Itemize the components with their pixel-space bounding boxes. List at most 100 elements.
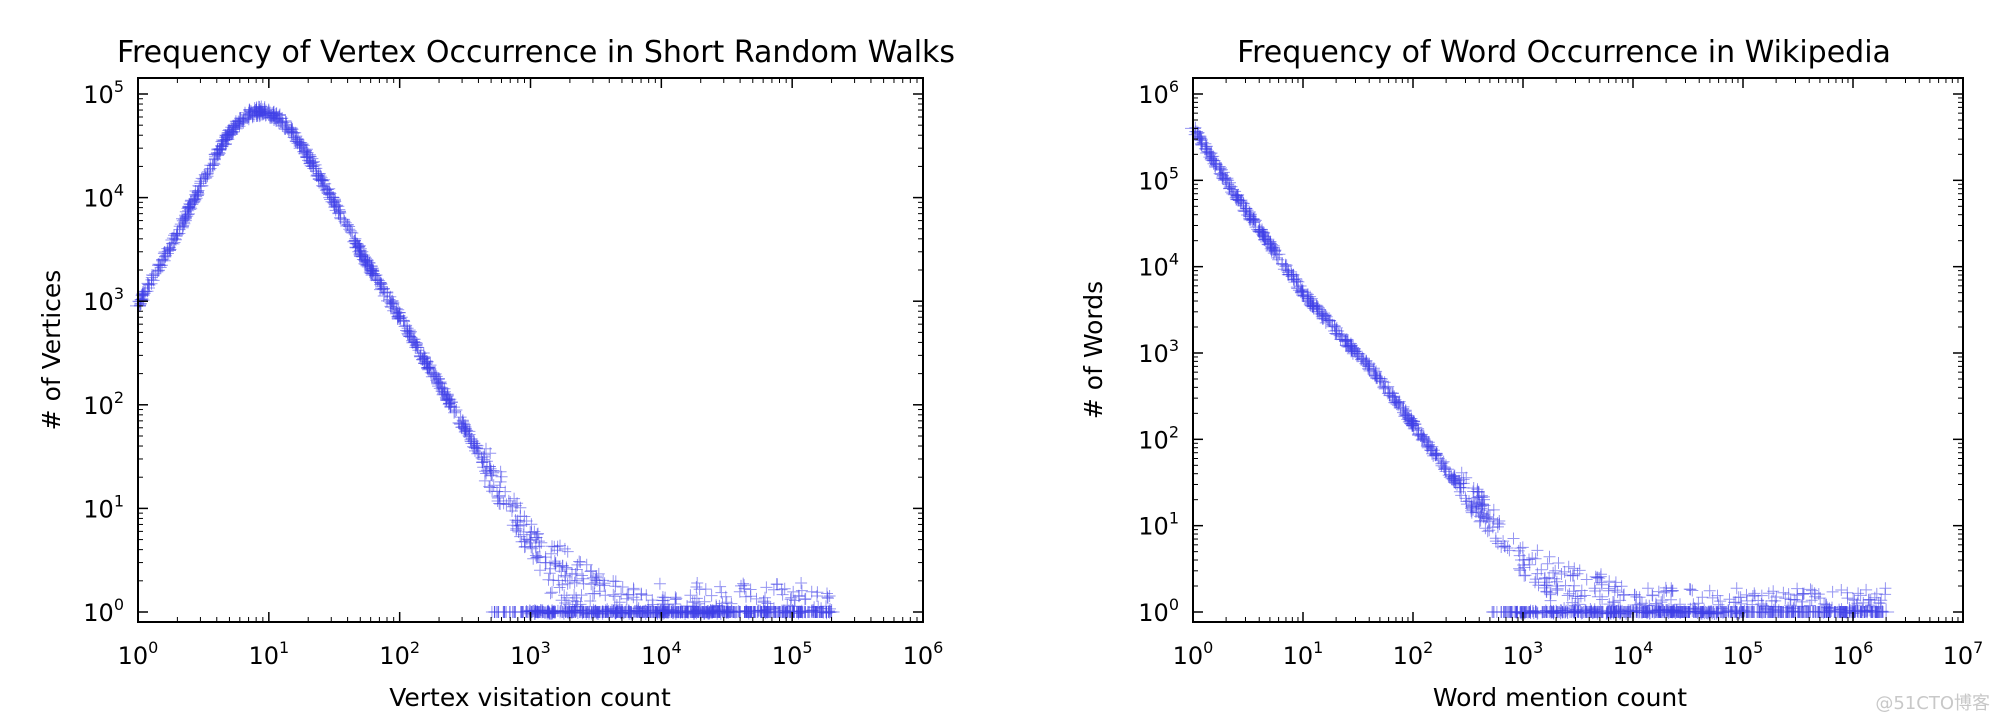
data-point xyxy=(428,368,440,381)
data-point xyxy=(610,604,623,617)
data-point xyxy=(1746,598,1759,611)
data-point xyxy=(1480,511,1493,523)
data-point xyxy=(1615,580,1628,593)
data-point xyxy=(1554,607,1567,620)
data-point xyxy=(307,156,319,169)
data-point xyxy=(1237,197,1250,210)
data-point xyxy=(347,235,360,248)
data-point xyxy=(486,469,499,482)
data-point xyxy=(546,540,558,553)
x-tick-label: 101 xyxy=(248,638,289,670)
x-tick-label: 103 xyxy=(1503,638,1544,670)
data-point xyxy=(561,545,574,558)
y-tick-label: 103 xyxy=(83,284,124,316)
data-point xyxy=(542,573,555,586)
data-point xyxy=(549,557,562,570)
data-point xyxy=(1267,247,1280,260)
data-point xyxy=(616,581,629,593)
data-point xyxy=(453,417,466,430)
data-point xyxy=(1703,584,1716,597)
data-point xyxy=(558,589,571,602)
data-point xyxy=(194,175,207,188)
data-point xyxy=(546,586,558,599)
data-point xyxy=(1291,275,1304,288)
data-point xyxy=(1429,449,1442,462)
data-point xyxy=(1730,607,1743,620)
right-chart-title: Frequency of Word Occurrence in Wikipedi… xyxy=(1237,35,1891,70)
data-point xyxy=(514,510,527,523)
data-point xyxy=(364,263,377,276)
data-point xyxy=(145,277,158,290)
data-point xyxy=(539,607,551,619)
data-point xyxy=(511,497,524,510)
data-point xyxy=(1850,599,1863,612)
data-point xyxy=(1630,604,1643,617)
watermark: @51CTO博客 xyxy=(1875,693,1990,714)
data-point xyxy=(494,475,507,488)
data-point xyxy=(1772,604,1785,617)
data-point xyxy=(1705,605,1718,617)
left-chart-plot-area: 100 101 102 103 104 105 106 100 101 102 103 104 105 xyxy=(83,77,943,670)
data-point xyxy=(1529,605,1542,618)
data-point xyxy=(1543,550,1556,563)
data-point xyxy=(494,498,507,510)
data-point xyxy=(555,565,568,578)
data-point xyxy=(1614,594,1627,607)
data-point xyxy=(699,583,712,596)
data-point xyxy=(429,369,441,381)
data-point xyxy=(795,584,808,597)
data-point xyxy=(620,592,633,605)
data-point xyxy=(738,579,751,592)
data-point xyxy=(1796,595,1809,608)
data-point xyxy=(1312,305,1325,318)
data-point xyxy=(524,525,537,538)
data-point xyxy=(589,574,602,586)
data-point xyxy=(653,577,666,590)
data-point xyxy=(554,604,567,617)
data-point xyxy=(358,257,371,270)
data-point xyxy=(458,422,471,435)
data-point xyxy=(1390,395,1403,408)
data-point xyxy=(599,589,612,602)
data-point xyxy=(1424,440,1437,453)
data-point xyxy=(666,606,679,619)
data-point xyxy=(1863,593,1876,606)
data-point xyxy=(295,141,308,154)
data-point xyxy=(1529,552,1542,565)
data-point xyxy=(1652,604,1665,617)
data-point xyxy=(208,153,221,166)
data-point xyxy=(794,605,807,618)
data-point xyxy=(1628,589,1641,601)
data-point xyxy=(1483,524,1496,537)
data-point xyxy=(796,606,809,619)
data-point xyxy=(523,534,536,547)
data-point xyxy=(226,126,239,139)
data-point xyxy=(1586,607,1599,620)
data-point xyxy=(462,429,475,442)
data-point xyxy=(1835,584,1848,596)
data-point xyxy=(1330,321,1343,334)
data-point xyxy=(779,607,792,620)
data-point xyxy=(681,605,694,618)
data-point xyxy=(1573,564,1586,577)
data-point xyxy=(795,577,808,589)
data-point xyxy=(1706,591,1719,604)
data-point xyxy=(1874,597,1887,610)
data-point xyxy=(698,607,710,620)
data-point xyxy=(577,577,590,590)
data-point xyxy=(354,242,367,255)
y-tick-label: 105 xyxy=(1138,163,1179,195)
data-point xyxy=(493,481,506,494)
data-point xyxy=(576,569,588,582)
data-point xyxy=(1589,585,1602,597)
y-tick-label: 104 xyxy=(83,181,124,213)
data-point xyxy=(640,589,653,602)
data-point xyxy=(1549,564,1562,577)
data-point xyxy=(1342,334,1354,346)
data-point xyxy=(1487,606,1500,618)
data-point xyxy=(1345,345,1358,358)
data-point xyxy=(740,604,753,617)
data-point xyxy=(437,386,450,399)
data-point xyxy=(1531,607,1544,620)
data-point xyxy=(1514,564,1527,577)
